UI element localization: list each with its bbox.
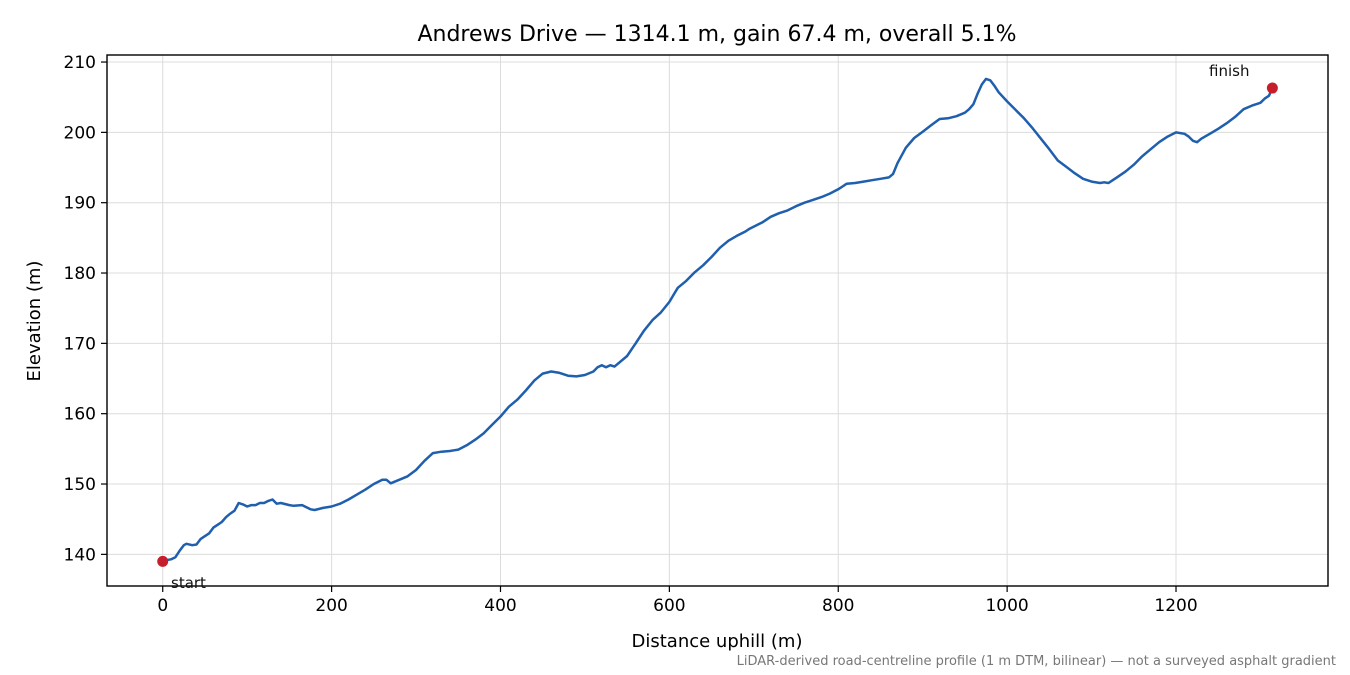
x-tick-label: 1200 [1154,596,1197,616]
series-line-layer [161,77,1274,562]
x-tick-label: 0 [157,596,168,616]
plot-frame [106,54,1329,587]
start-marker [157,555,169,567]
y-tick-label: 200 [64,123,96,143]
plot-background [107,55,1328,586]
markers-layer [157,82,1278,567]
y-tick-label: 190 [64,194,96,214]
grid-lines [107,55,1328,586]
y-tick-label: 180 [64,264,96,284]
x-tick-label: 600 [653,596,685,616]
y-tick-label: 210 [64,53,96,73]
y-tick-label: 160 [64,405,96,425]
y-axis-label: Elevation (m) [24,261,45,382]
start-annotation: start [171,574,206,592]
x-tick-label: 800 [822,596,854,616]
y-axis-ticks: 140 150 160 170 180 190 200 210 [64,53,107,565]
y-tick-label: 170 [64,334,96,354]
finish-annotation: finish [1209,62,1249,80]
x-axis-label: Distance uphill (m) [632,631,803,652]
y-tick-label: 150 [64,475,96,495]
chart-title: Andrews Drive — 1314.1 m, gain 67.4 m, o… [417,22,1016,47]
x-axis-ticks: 0 200 400 600 800 1000 1200 [157,586,1198,616]
elevation-line [161,77,1274,562]
y-tick-label: 140 [64,545,96,565]
footnote: LiDAR-derived road-centreline profile (1… [737,654,1336,669]
x-tick-label: 1000 [985,596,1028,616]
x-tick-label: 400 [484,596,516,616]
x-tick-label: 200 [315,596,347,616]
finish-marker [1266,82,1278,94]
